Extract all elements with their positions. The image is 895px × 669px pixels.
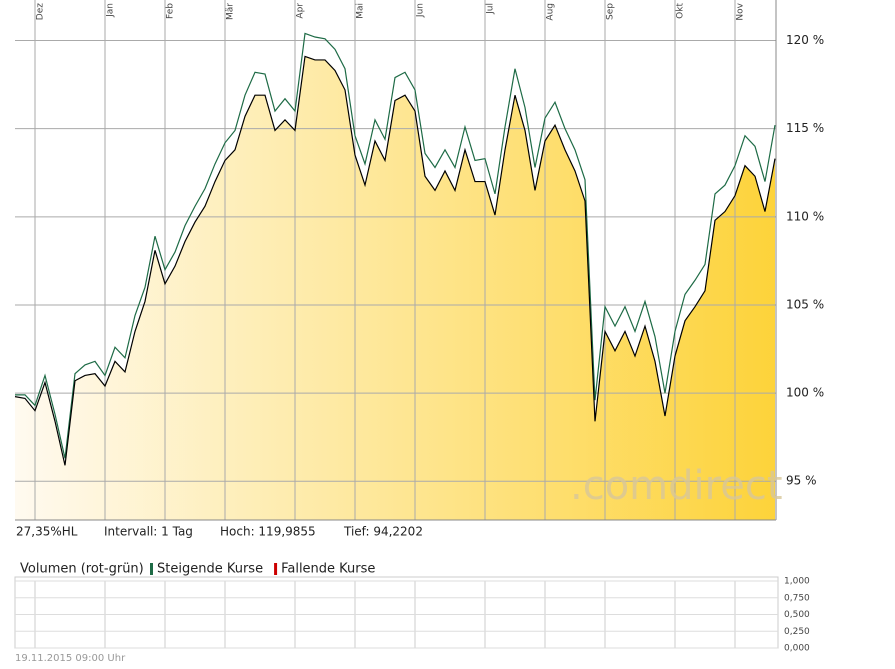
y-tick-label: 0,000	[784, 644, 810, 654]
legend-swatch	[274, 563, 278, 575]
x-tick-label: Okt	[676, 3, 686, 19]
x-tick-label: Mai	[356, 3, 366, 19]
y-tick-label: 110 %	[786, 209, 824, 223]
legend-swatch	[150, 563, 153, 575]
x-tick-label: Dez	[36, 3, 46, 20]
stat: Intervall: 1 Tag	[104, 525, 193, 539]
x-tick-label: Aug	[546, 3, 556, 21]
y-tick-label: 105 %	[786, 297, 824, 311]
price-area	[15, 56, 775, 521]
x-tick-label: Jun	[416, 3, 426, 18]
y-tick-label: 0,250	[784, 627, 810, 637]
y-tick-label: 100 %	[786, 386, 824, 400]
y-tick-label: 120 %	[786, 33, 824, 47]
y-tick-label: 0,750	[784, 593, 810, 603]
stat: Hoch: 119,9855	[220, 525, 316, 539]
y-tick-label: 0,500	[784, 610, 810, 620]
volume-title: Volumen (rot-grün)	[20, 562, 144, 577]
x-tick-label: Nov	[736, 2, 746, 20]
stat: 27,35%HL	[16, 525, 78, 539]
legend-label: Steigende Kurse	[157, 562, 263, 577]
stat: Tief: 94,2202	[343, 525, 423, 539]
y-tick-label: 1,000	[784, 577, 810, 587]
x-tick-label: Feb	[166, 3, 176, 19]
y-tick-label: 95 %	[786, 474, 817, 488]
price-line	[15, 32, 776, 459]
x-tick-label: Apr	[296, 3, 306, 19]
price-line	[14, 55, 776, 466]
footer: 19.11.2015 09:00 Uhr	[15, 653, 126, 664]
y-tick-label: 115 %	[786, 121, 824, 135]
x-tick-label: Jul	[486, 3, 496, 15]
x-tick-label: Sep	[606, 3, 616, 20]
x-tick-label: Mär	[226, 3, 236, 20]
volume-frame	[14, 576, 779, 649]
x-tick-label: Jan	[106, 3, 116, 18]
legend-label: Fallende Kurse	[281, 562, 375, 577]
watermark: .comdirect	[570, 463, 783, 509]
